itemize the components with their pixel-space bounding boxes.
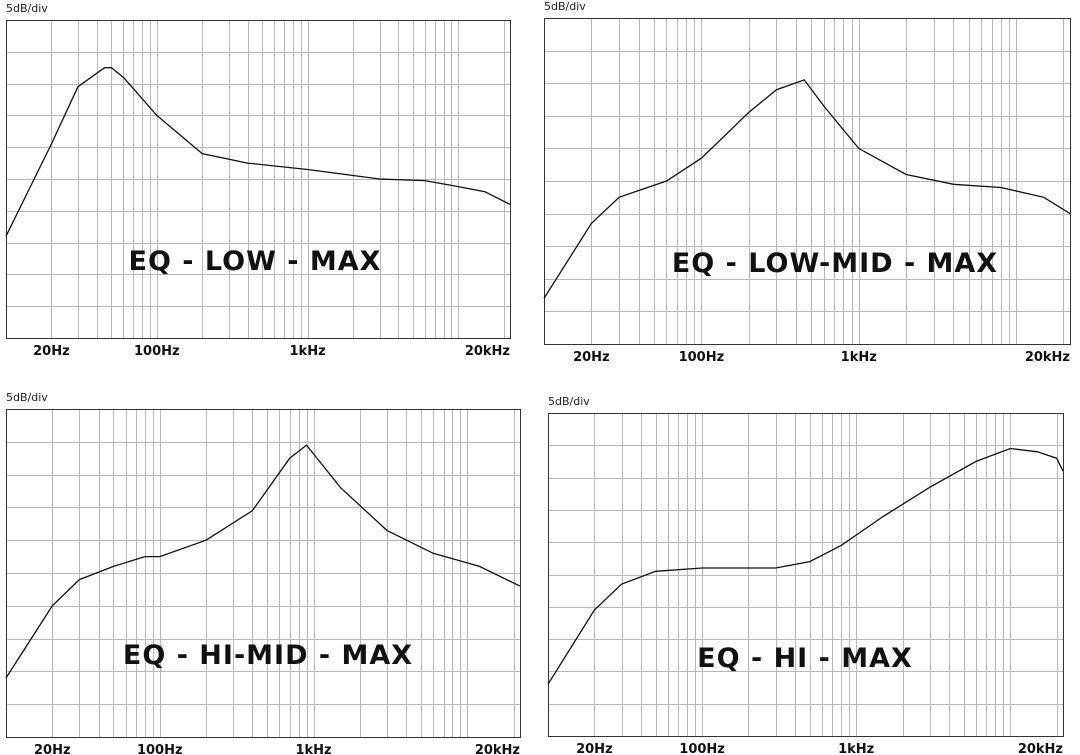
y-unit-label: 5dB/div <box>6 2 48 15</box>
x-tick-label: 1kHz <box>838 742 874 755</box>
chart-hi: 5dB/div 20Hz 100Hz 1kHz 20kHz EQ - HI - MAX <box>545 393 1080 755</box>
chart-title: EQ - HI-MID - MAX <box>123 640 413 671</box>
x-tick-label: 20Hz <box>33 344 70 359</box>
grid-low <box>6 20 510 338</box>
y-unit-label: 5dB/div <box>6 391 48 404</box>
chart-title: EQ - HI - MAX <box>697 643 913 674</box>
chart-hi-mid-svg: 5dB/div 20Hz 100Hz 1kHz 20kHz EQ - HI-MID - M… <box>5 391 521 755</box>
x-tick-label: 1kHz <box>295 743 331 755</box>
plot-frame <box>6 409 521 738</box>
x-tick-label: 100Hz <box>137 743 183 755</box>
chart-title: EQ - LOW-MID - MAX <box>672 248 998 279</box>
response-curve-low-mid <box>543 79 1071 299</box>
x-tick-label: 20Hz <box>576 742 613 755</box>
x-tick-label: 20Hz <box>573 350 610 365</box>
grid-hi-mid <box>6 409 520 737</box>
x-tick-label: 100Hz <box>134 344 180 359</box>
plot-frame <box>548 413 1064 737</box>
x-tick-label: 20kHz <box>475 743 520 755</box>
response-curve-hi-mid <box>5 444 521 679</box>
response-curve-hi <box>547 447 1064 685</box>
x-tick-label: 20Hz <box>34 743 71 755</box>
chart-hi-svg: 5dB/div 20Hz 100Hz 1kHz 20kHz EQ - HI - MAX <box>547 395 1064 755</box>
y-unit-label: 5dB/div <box>548 395 590 408</box>
y-unit-label: 5dB/div <box>544 0 586 13</box>
chart-low: 5dB/div 20Hz 100Hz 1kHz 20kHz EQ - LOW - MAX <box>0 0 520 370</box>
chart-hi-mid: 5dB/div 20Hz 100Hz 1kHz 20kHz EQ - HI-MID - M… <box>0 390 530 755</box>
grid-hi <box>548 413 1063 736</box>
response-curve-low <box>5 67 511 237</box>
chart-low-mid: 5dB/div 20Hz 100Hz 1kHz 20kHz EQ - LOW-MID - … <box>540 0 1080 370</box>
x-tick-label: 100Hz <box>679 742 725 755</box>
x-tick-label: 20kHz <box>1025 350 1070 365</box>
x-tick-label: 1kHz <box>290 344 326 359</box>
chart-low-mid-svg: 5dB/div 20Hz 100Hz 1kHz 20kHz EQ - LOW-MID - … <box>543 0 1071 365</box>
plot-frame <box>6 20 511 339</box>
plot-frame <box>544 18 1071 345</box>
chart-title: EQ - LOW - MAX <box>129 246 382 277</box>
x-tick-label: 100Hz <box>679 350 725 365</box>
x-tick-label: 20kHz <box>465 344 510 359</box>
x-tick-label: 1kHz <box>841 350 877 365</box>
chart-low-svg: 5dB/div 20Hz 100Hz 1kHz 20kHz EQ - LOW - MAX <box>5 2 511 359</box>
x-tick-label: 20kHz <box>1018 742 1063 755</box>
grid-low-mid <box>544 18 1070 344</box>
